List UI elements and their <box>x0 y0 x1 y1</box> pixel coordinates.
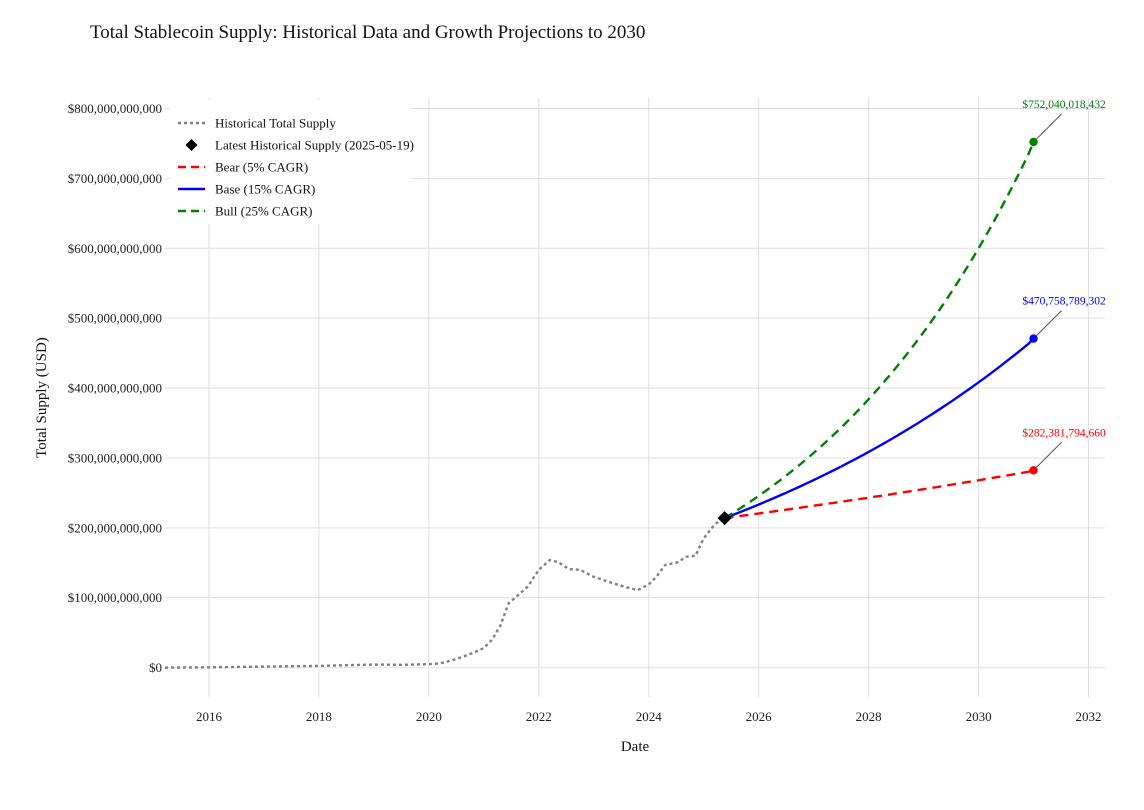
x-tick-label: 2026 <box>746 709 773 724</box>
annotation-layer: $752,040,018,432 $470,758,789,302 $282,381… <box>1022 98 1106 468</box>
series-line-base-15-cagr <box>724 337 1035 520</box>
x-tick-label: 2028 <box>856 709 882 724</box>
x-axis-ticks: 2016 2018 2020 2022 2024 2026 2028 2030 2032 <box>196 709 1102 724</box>
x-axis-title: Date <box>621 739 650 755</box>
annotation-leader-line <box>1036 310 1062 336</box>
latest-supply-marker <box>717 511 732 526</box>
y-tick-label: $200,000,000,000 <box>68 520 162 535</box>
series-endpoint <box>1029 137 1038 147</box>
legend-background <box>170 100 410 224</box>
legend: Historical Total Supply Latest Historical… <box>170 100 414 224</box>
x-tick-label: 2020 <box>416 709 442 724</box>
y-axis-ticks: $0 $100,000,000,000 $200,000,000,000 $300,0… <box>68 101 162 675</box>
annotation-label: $470,758,789,302 <box>1022 295 1106 308</box>
x-tick-label: 2024 <box>636 709 663 724</box>
legend-diamond-swatch <box>185 139 198 151</box>
y-tick-label: $700,000,000,000 <box>68 171 162 186</box>
x-tick-label: 2018 <box>306 709 332 724</box>
series-layer <box>164 137 1038 669</box>
y-axis-title: Total Supply (USD) <box>34 337 50 458</box>
x-tick-label: 2030 <box>966 709 992 724</box>
y-tick-label: $100,000,000,000 <box>68 590 162 605</box>
series-line-historical-total-supply <box>164 517 726 669</box>
y-tick-label: $400,000,000,000 <box>68 381 162 396</box>
legend-label: Latest Historical Supply (2025-05-19) <box>215 138 414 153</box>
series-endpoint <box>1029 334 1038 343</box>
y-tick-label: $600,000,000,000 <box>68 241 162 256</box>
grid-layer <box>165 98 1105 697</box>
chart-title: Total Stablecoin Supply: Historical Data… <box>90 22 646 43</box>
series-line-bull-25-cagr <box>723 141 1035 520</box>
legend-label: Historical Total Supply <box>215 116 336 131</box>
x-tick-label: 2016 <box>196 709 223 724</box>
y-tick-label: $0 <box>149 660 162 675</box>
y-tick-label: $800,000,000,000 <box>68 101 162 116</box>
legend-label: Bear (5% CAGR) <box>215 160 308 175</box>
y-tick-label: $500,000,000,000 <box>68 311 162 326</box>
annotation-leader-line <box>1036 113 1062 140</box>
x-tick-label: 2032 <box>1076 709 1102 724</box>
annotation-label: $282,381,794,660 <box>1022 426 1106 439</box>
annotation-label: $752,040,018,432 <box>1022 98 1106 111</box>
annotation-leader-line <box>1036 441 1062 468</box>
legend-label: Bull (25% CAGR) <box>215 204 313 219</box>
x-tick-label: 2022 <box>526 709 552 724</box>
series-line-bear-5-cagr <box>724 469 1034 520</box>
legend-label: Base (15% CAGR) <box>215 182 315 197</box>
y-tick-label: $300,000,000,000 <box>68 450 162 465</box>
series-endpoint <box>1029 466 1038 475</box>
